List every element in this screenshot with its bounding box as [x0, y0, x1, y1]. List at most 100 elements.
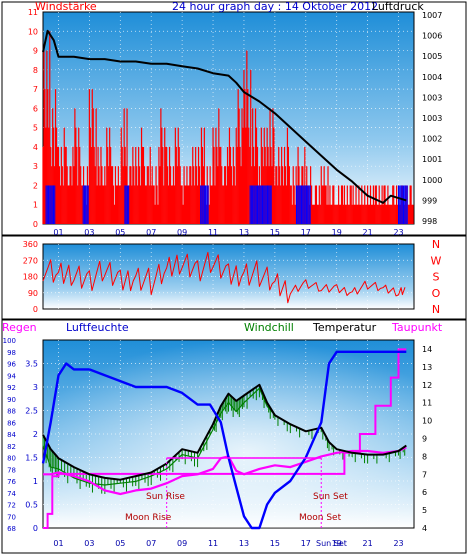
- pressure-tick-9: 1006: [422, 32, 442, 41]
- p3-xtick-13: 13: [239, 539, 249, 548]
- p1-xtick-05: 05: [115, 228, 125, 237]
- sun-rise-annotation: Sun Rise: [146, 492, 185, 502]
- wind-speed-tick-5: 5: [33, 124, 38, 133]
- humidity-tick-100: 100: [3, 337, 16, 345]
- wind-direction-line: [42, 251, 406, 304]
- temperature-tick-14: 14: [422, 345, 432, 354]
- pressure-tick-3: 1001: [422, 155, 442, 164]
- p1-xtick-13: 13: [239, 228, 249, 237]
- humidity-tick-92: 92: [7, 384, 16, 392]
- rain-axis-ticks: 0 0.5 1 1.5 2 2.5 3 3.5: [25, 360, 38, 534]
- temperature-tick-4: 4: [422, 524, 427, 533]
- humidity-tick-70: 70: [7, 513, 16, 521]
- p3-xtick-17: 17: [301, 539, 311, 548]
- wind-calm-bars: [45, 185, 408, 224]
- pressure-tick-6: 1003: [422, 93, 442, 102]
- temperature-tick-5: 5: [422, 506, 427, 515]
- rain-tick-1.5: 1.5: [25, 454, 38, 463]
- p1-xtick-09: 09: [177, 228, 187, 237]
- p3-xtick-07: 07: [146, 539, 156, 548]
- p3-xtick-15: 15: [270, 539, 280, 548]
- panel3-grid: [43, 340, 414, 528]
- humidity-tick-98: 98: [7, 349, 16, 357]
- direction-tick-180: 180: [23, 273, 38, 282]
- p1-xtick-03: 03: [84, 228, 94, 237]
- direction-tick-90: 90: [28, 289, 38, 298]
- pressure-tick-5: 1003: [422, 114, 442, 123]
- panel3-glow: [43, 340, 414, 528]
- humidity-tick-94: 94: [7, 372, 16, 380]
- pressure-tick-1: 999: [422, 196, 437, 205]
- wind-speed-tick-11: 11: [28, 8, 38, 17]
- humidity-tick-84: 84: [7, 431, 16, 439]
- rain-tick-0: 0: [33, 524, 38, 533]
- compass-O-3: O: [432, 287, 441, 300]
- humidity-tick-74: 74: [7, 490, 16, 498]
- panel3-x-ticks: 01 03 05 07 09 11 13 15 17 19 21 23: [53, 539, 403, 548]
- temperature-tick-6: 6: [422, 488, 427, 497]
- humidity-label: Luftfeuchte: [66, 321, 129, 334]
- p3-xtick-21: 21: [363, 539, 373, 548]
- humidity-tick-76: 76: [7, 478, 16, 486]
- temperature-tick-8: 8: [422, 452, 427, 461]
- p3-xtick-05: 05: [115, 539, 125, 548]
- direction-tick-270: 270: [23, 256, 38, 265]
- p3-xtick-19: 19: [332, 539, 342, 548]
- wind-direction-series: [42, 251, 406, 304]
- temperature-tick-10: 10: [422, 417, 432, 426]
- temperature-label: Temperatur: [312, 321, 377, 334]
- moon-set-annotation: Moon Set: [299, 513, 342, 523]
- temperature-tick-7: 7: [422, 470, 427, 479]
- p3-xtick-01: 01: [53, 539, 63, 548]
- humidity-tick-78: 78: [7, 466, 16, 474]
- temperature-tick-11: 11: [422, 399, 432, 408]
- wind-speed-tick-2: 2: [33, 181, 38, 190]
- compass-W-1: W: [431, 254, 442, 267]
- pressure-tick-0: 998: [422, 217, 437, 226]
- pressure-tick-7: 1004: [422, 73, 442, 82]
- compass-S-2: S: [433, 271, 440, 284]
- rain-tick-0.5: 0.5: [25, 501, 38, 510]
- panel2-grid: [43, 244, 414, 309]
- panel2-plot-area: [42, 243, 415, 310]
- compass-N-0: N: [432, 238, 440, 251]
- humidity-tick-68: 68: [7, 525, 16, 533]
- wind-speed-label: Windstärke: [35, 0, 97, 13]
- temperature-tick-12: 12: [422, 381, 432, 390]
- pressure-tick-10: 1007: [422, 11, 442, 20]
- panel1-x-ticks: 01 03 05 07 09 11 13 15 17 19 21 23: [53, 228, 403, 237]
- p3-xtick-03: 03: [84, 539, 94, 548]
- p1-xtick-19: 19: [332, 228, 342, 237]
- temperature-line: [42, 383, 407, 481]
- compass-N-4: N: [432, 303, 440, 316]
- direction-axis-ticks: 0 90 180 270 360: [23, 240, 38, 314]
- direction-tick-0: 0: [33, 305, 38, 314]
- p1-xtick-23: 23: [393, 228, 403, 237]
- p1-xtick-15: 15: [270, 228, 280, 237]
- humidity-tick-90: 90: [7, 396, 16, 404]
- humidity-line: [41, 350, 407, 530]
- rain-tick-2.5: 2.5: [25, 407, 38, 416]
- temperature-tick-13: 13: [422, 363, 432, 372]
- chart-title: 24 hour graph day : 14 Oktober 2012: [172, 0, 378, 13]
- p1-xtick-01: 01: [53, 228, 63, 237]
- wind-speed-tick-1: 1: [33, 201, 38, 210]
- rain-tick-3.5: 3.5: [25, 360, 38, 369]
- wind-speed-tick-8: 8: [33, 66, 38, 75]
- rain-tick-2: 2: [33, 430, 38, 439]
- humidity-tick-82: 82: [7, 443, 16, 451]
- pressure-axis-ticks: 998 999 1000 1001 1002 1003 1003 1004 1005 1006 10…: [422, 11, 442, 226]
- humidity-tick-72: 72: [7, 502, 16, 510]
- pressure-tick-4: 1002: [422, 135, 442, 144]
- p1-xtick-21: 21: [363, 228, 373, 237]
- humidity-tick-96: 96: [7, 361, 16, 369]
- temperature-humidity-series: [41, 348, 407, 530]
- pressure-tick-2: 1000: [422, 176, 442, 185]
- p1-xtick-11: 11: [208, 228, 218, 237]
